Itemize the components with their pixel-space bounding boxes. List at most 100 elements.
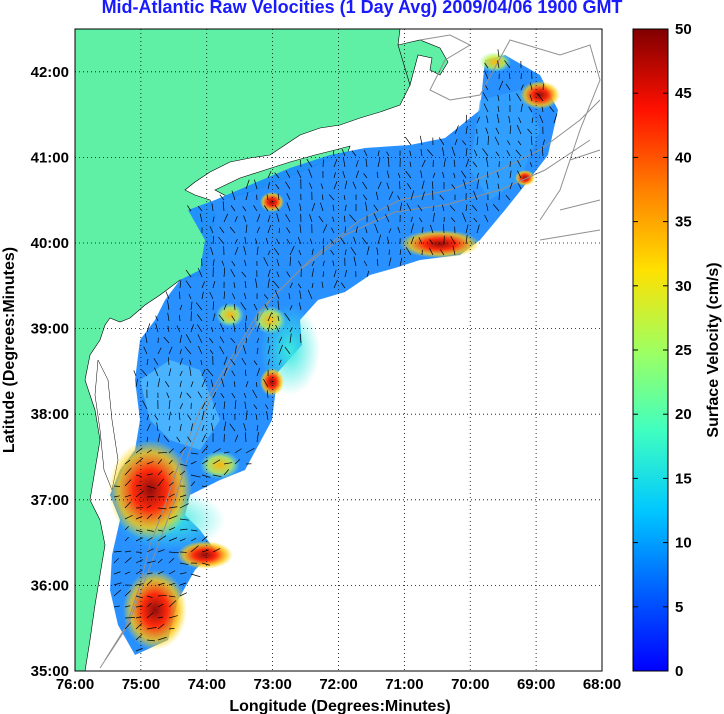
- velocity-arrow: [146, 513, 153, 520]
- velocity-arrow: [223, 462, 233, 465]
- velocity-arrow: [179, 494, 187, 498]
- velocity-arrow: [146, 381, 149, 388]
- velocity-arrow: [185, 269, 192, 278]
- velocity-arrow: [355, 160, 359, 168]
- velocity-arrow: [509, 170, 512, 179]
- velocity-arrow: [200, 359, 203, 366]
- velocity-arrow: [267, 215, 271, 223]
- velocity-arrow: [185, 334, 192, 344]
- velocity-arrow: [453, 172, 456, 179]
- x-tick-labels: 76:00 75:00 74:00 73:00 72:00 71:00 70:00 69:00…: [56, 676, 621, 693]
- colorbar-tick-label: 45: [675, 85, 692, 102]
- velocity-arrow: [146, 449, 152, 454]
- velocity-arrow: [332, 260, 335, 267]
- velocity-arrow: [146, 461, 154, 465]
- velocity-arrow: [496, 113, 500, 124]
- velocity-arrow: [286, 238, 291, 245]
- velocity-arrow: [277, 315, 280, 322]
- velocity-arrow: [234, 345, 237, 355]
- velocity-arrow: [442, 171, 445, 179]
- velocity-arrow: [263, 378, 269, 388]
- velocity-arrow: [231, 293, 236, 300]
- velocity-arrow: [485, 127, 489, 135]
- velocity-arrow: [476, 179, 480, 190]
- velocity-arrow: [409, 161, 412, 168]
- velocity-arrow: [167, 357, 170, 366]
- velocity-arrow: [201, 281, 205, 289]
- velocity-arrow: [179, 538, 186, 542]
- velocity-arrow: [420, 170, 423, 179]
- velocity-arrow: [363, 173, 368, 179]
- velocity-arrow: [179, 403, 183, 410]
- velocity-arrow: [187, 436, 192, 443]
- velocity-arrow: [322, 224, 328, 234]
- velocity-arrow: [124, 550, 132, 553]
- velocity-arrow: [256, 347, 259, 355]
- velocity-arrow: [135, 490, 144, 498]
- velocity-arrow: [157, 514, 162, 520]
- velocity-arrow: [254, 179, 258, 190]
- velocity-arrow: [168, 482, 174, 487]
- velocity-arrow: [497, 94, 500, 102]
- velocity-arrow: [531, 117, 534, 124]
- velocity-arrow: [450, 235, 456, 245]
- velocity-arrow: [296, 170, 302, 179]
- velocity-arrow: [124, 590, 131, 597]
- velocity-arrow: [113, 571, 121, 575]
- velocity-arrow: [179, 470, 186, 476]
- velocity-arrow: [256, 425, 259, 432]
- velocity-arrow: [179, 582, 187, 586]
- velocity-arrow: [223, 356, 228, 366]
- velocity-arrow: [376, 247, 379, 256]
- velocity-arrow: [234, 400, 237, 410]
- velocity-arrow: [322, 271, 324, 278]
- velocity-arrow: [344, 249, 347, 256]
- velocity-arrow: [135, 474, 142, 477]
- velocity-arrow: [240, 302, 247, 311]
- velocity-arrow: [284, 346, 291, 355]
- velocity-arrow: [209, 337, 214, 344]
- velocity-arrow: [113, 550, 122, 553]
- velocity-arrow: [515, 149, 522, 157]
- velocity-arrow: [245, 381, 249, 388]
- velocity-arrow: [253, 205, 258, 212]
- velocity-arrow: [333, 159, 338, 168]
- velocity-arrow: [462, 140, 467, 146]
- velocity-arrow: [472, 161, 478, 168]
- velocity-arrow: [330, 239, 335, 245]
- velocity-arrow: [492, 203, 500, 212]
- velocity-arrow: [253, 303, 258, 311]
- velocity-arrow: [386, 151, 390, 157]
- velocity-arrow: [168, 600, 177, 608]
- velocity-arrow: [386, 182, 390, 190]
- velocity-arrow: [495, 151, 500, 157]
- velocity-arrow: [518, 117, 522, 124]
- velocity-arrow: [234, 434, 239, 443]
- velocity-arrow: [212, 548, 221, 553]
- velocity-arrow: [288, 293, 291, 300]
- velocity-arrow: [299, 203, 302, 212]
- velocity-arrow: [299, 224, 302, 234]
- velocity-arrow: [497, 183, 500, 190]
- velocity-arrow: [256, 432, 259, 443]
- velocity-arrow: [222, 413, 225, 421]
- velocity-arrow: [320, 183, 324, 190]
- velocity-arrow: [289, 327, 293, 333]
- velocity-arrow: [179, 334, 182, 344]
- velocity-arrow: [255, 381, 258, 388]
- y-tick-labels: 42:00 41:00 40:00 39:00 38:00 37:00 36:00 35:00: [31, 64, 69, 680]
- velocity-arrow: [496, 172, 500, 179]
- velocity-arrow: [517, 170, 522, 179]
- velocity-arrow: [221, 378, 225, 388]
- velocity-arrow: [373, 213, 379, 223]
- velocity-arrow: [223, 451, 230, 454]
- velocity-arrow: [190, 381, 194, 388]
- velocity-arrow: [242, 206, 247, 212]
- velocity-arrow: [222, 201, 225, 212]
- velocity-arrow: [309, 214, 313, 223]
- velocity-arrow: [420, 148, 423, 157]
- velocity-arrow: [419, 135, 423, 146]
- velocity-arrow: [243, 292, 247, 300]
- velocity-arrow: [485, 157, 489, 168]
- velocity-arrow: [212, 459, 221, 465]
